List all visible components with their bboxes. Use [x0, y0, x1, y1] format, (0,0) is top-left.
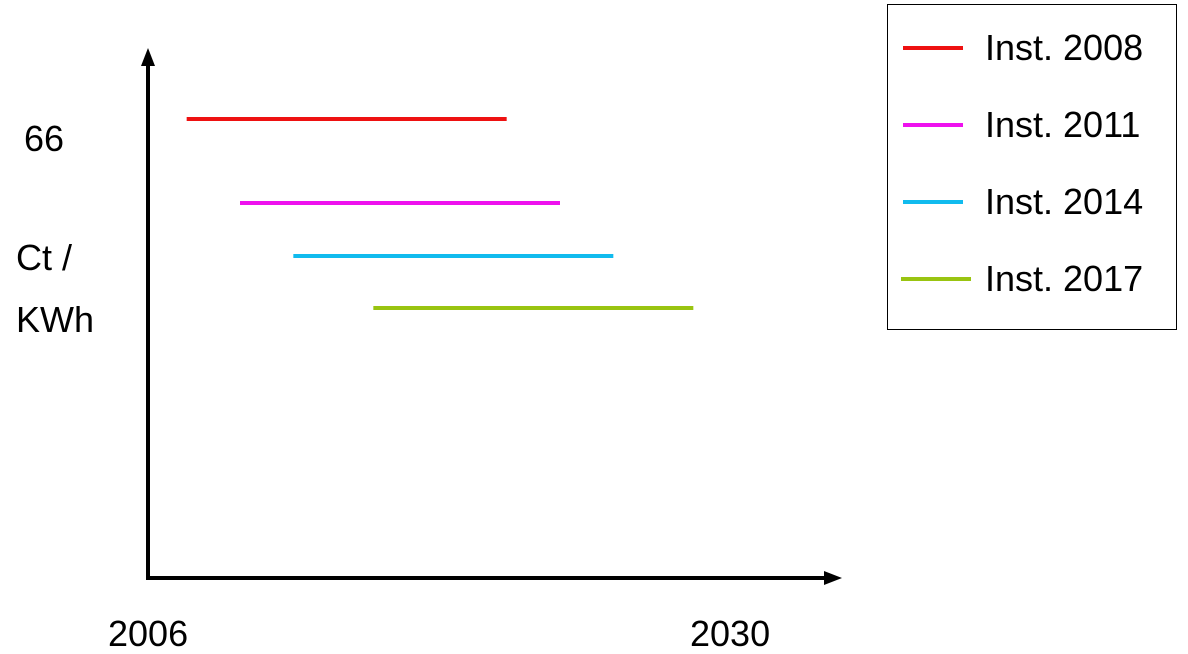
x-axis-arrowhead: [824, 571, 842, 585]
y-axis-label-line-2: KWh: [16, 299, 95, 340]
x-tick-label-end: 2030: [690, 613, 771, 654]
legend-item: Inst. 2011: [888, 104, 1176, 144]
legend-item: Inst. 2008: [888, 27, 1176, 67]
legend-swatch: [903, 200, 963, 204]
x-tick-label-start: 2006: [108, 613, 189, 654]
series-lines: [186, 117, 694, 310]
legend-label: Inst. 2011: [985, 104, 1141, 145]
y-axis-arrowhead: [141, 48, 155, 66]
legend: Inst. 2008 Inst. 2011 Inst. 2014 Inst. 2…: [887, 4, 1177, 330]
legend-label: Inst. 2008: [985, 27, 1144, 68]
legend-label: Inst. 2017: [985, 258, 1144, 299]
legend-swatch: [901, 277, 971, 281]
legend-item: Inst. 2014: [888, 181, 1176, 221]
y-axis-label-line-1: Ct /: [16, 237, 73, 278]
legend-label: Inst. 2014: [985, 181, 1144, 222]
legend-swatch: [903, 123, 963, 127]
legend-item: Inst. 2017: [888, 258, 1176, 298]
y-tick-label: 66: [24, 118, 65, 159]
legend-swatch: [903, 46, 963, 50]
